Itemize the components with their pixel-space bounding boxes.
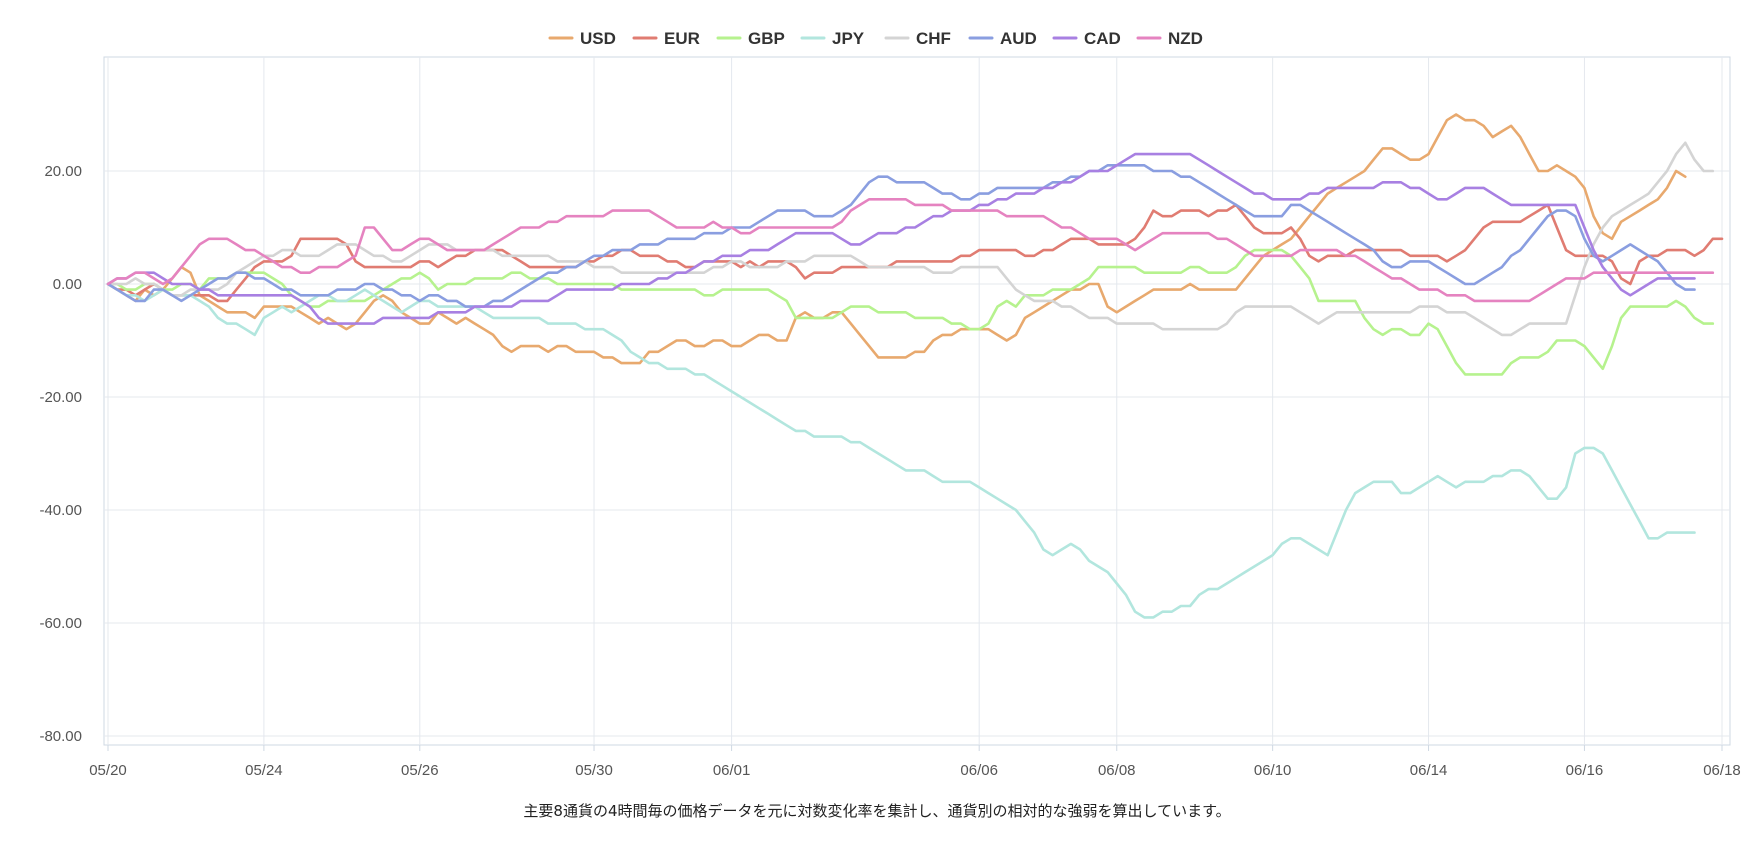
legend-label: USD [580, 29, 616, 48]
x-tick-label: 06/14 [1410, 762, 1448, 779]
series-line-eur [106, 203, 1724, 303]
legend-item-chf[interactable]: CHF [884, 29, 951, 48]
series-line-usd [106, 113, 1687, 365]
series-line-chf [106, 141, 1715, 337]
legend-label: GBP [748, 29, 785, 48]
grid [104, 57, 1730, 745]
series-line-nzd [106, 198, 1715, 303]
series-line-cad [106, 152, 1696, 325]
legend-label: CHF [916, 29, 951, 48]
x-tick-label: 06/18 [1703, 762, 1741, 779]
legend-label: JPY [832, 29, 865, 48]
series-lines [106, 113, 1724, 619]
y-tick-label: -40.00 [39, 502, 82, 519]
legend-item-jpy[interactable]: JPY [800, 29, 865, 48]
legend-item-cad[interactable]: CAD [1052, 29, 1121, 48]
legend-label: NZD [1168, 29, 1203, 48]
x-tick-label: 05/30 [575, 762, 613, 779]
plot-area [103, 56, 1731, 746]
legend-item-usd[interactable]: USD [548, 29, 616, 48]
y-tick-label: -60.00 [39, 615, 82, 632]
x-axis: 05/20 05/24 05/26 05/30 06/01 06/06 06/08 06/10… [89, 745, 1741, 779]
x-tick-label: 06/06 [960, 762, 998, 779]
legend-label: EUR [664, 29, 700, 48]
x-tick-label: 06/10 [1254, 762, 1292, 779]
x-tick-label: 05/20 [89, 762, 127, 779]
x-tick-label: 05/24 [245, 762, 283, 779]
x-tick-label: 05/26 [401, 762, 439, 779]
legend: USD EUR GBP JPY CHF AUD CAD NZD [548, 29, 1203, 48]
x-tick-label: 06/16 [1566, 762, 1604, 779]
x-tick-label: 06/08 [1098, 762, 1136, 779]
y-axis: 20.00 0.00 -20.00 -40.00 -60.00 -80.00 [39, 163, 82, 745]
y-tick-label: 20.00 [44, 163, 82, 180]
series-line-aud [106, 164, 1696, 308]
legend-label: AUD [1000, 29, 1037, 48]
y-tick-label: -80.00 [39, 728, 82, 745]
legend-item-gbp[interactable]: GBP [716, 29, 785, 48]
footnote: 主要8通貨の4時間毎の価格データを元に対数変化率を集計し、通貨別の相対的な強弱を… [523, 802, 1231, 820]
y-tick-label: 0.00 [53, 276, 82, 293]
legend-item-eur[interactable]: EUR [632, 29, 700, 48]
legend-label: CAD [1084, 29, 1121, 48]
x-tick-label: 06/01 [713, 762, 751, 779]
series-line-jpy [106, 282, 1696, 619]
legend-item-aud[interactable]: AUD [968, 29, 1037, 48]
legend-item-nzd[interactable]: NZD [1136, 29, 1203, 48]
y-tick-label: -20.00 [39, 389, 82, 406]
series-line-gbp [106, 248, 1715, 376]
